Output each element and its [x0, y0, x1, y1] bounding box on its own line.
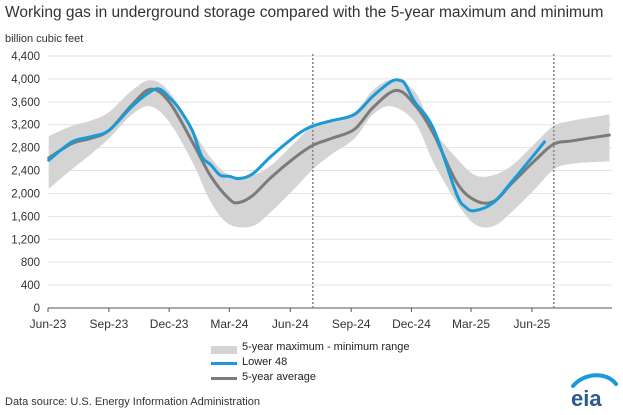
x-tick-label: Jun-24 [272, 317, 309, 331]
x-tick-label: Jun-25 [514, 317, 551, 331]
x-tick-label: Sep-23 [90, 317, 129, 331]
x-tick-label: Sep-24 [332, 317, 371, 331]
range-band [48, 80, 610, 228]
legend-swatch-lower48 [211, 362, 237, 365]
eia-logo: eia [571, 373, 618, 411]
y-tick-label: 3,200 [11, 120, 40, 132]
series-line-lower48 [47, 78, 546, 213]
chart-title: Working gas in underground storage compa… [5, 4, 604, 21]
y-tick-label: 4,000 [11, 74, 40, 86]
legend-label-lower48: Lower 48 [242, 356, 288, 368]
data-source-note: Data source: U.S. Energy Information Adm… [5, 396, 260, 408]
eia-logo-arc [571, 373, 618, 388]
y-tick-label: 3,600 [11, 97, 40, 109]
legend-label-average: 5-year average [242, 371, 316, 383]
x-tick-label: Dec-23 [150, 317, 189, 331]
y-tick-label: 2,800 [11, 143, 40, 155]
y-tick-label: 800 [21, 257, 40, 269]
legend-label-range: 5-year maximum - minimum range [242, 341, 410, 353]
legend-swatch-range [211, 346, 237, 354]
legend-swatch-average [211, 377, 237, 380]
y-tick-label: 400 [21, 280, 40, 292]
eia-logo-text: eia [571, 386, 602, 411]
storage-chart: 0 400 800 1,200 1,600 2,000 2,400 2,800 3,200 3,6… [11, 51, 612, 331]
y-tick-label: 0 [34, 303, 40, 315]
y-tick-label: 4,400 [11, 51, 40, 63]
y-tick-label: 2,000 [11, 188, 40, 200]
y-axis-label: billion cubic feet [5, 33, 84, 45]
x-tick-label: Dec-24 [392, 317, 431, 331]
y-tick-label: 1,200 [11, 234, 40, 246]
y-tick-label: 1,600 [11, 211, 40, 223]
x-tick-label: Jun-23 [30, 317, 67, 331]
x-tick-label: Mar-24 [210, 317, 248, 331]
x-tick-label: Mar-25 [452, 317, 490, 331]
y-tick-label: 2,400 [11, 166, 40, 178]
